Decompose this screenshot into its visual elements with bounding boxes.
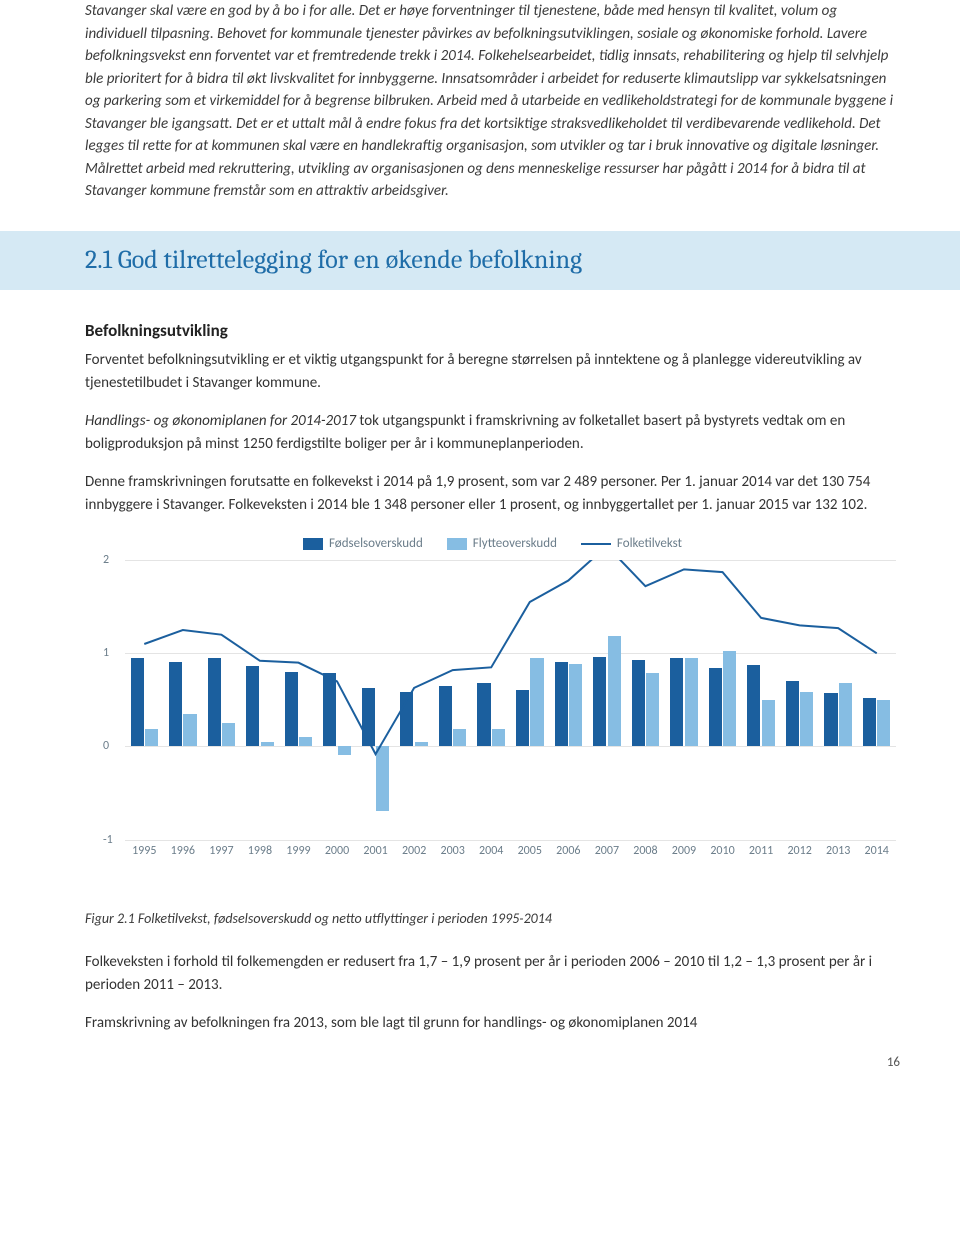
x-tick-label: 1995	[132, 842, 156, 860]
x-tick-label: 2000	[325, 842, 349, 860]
paragraph-5: Framskrivning av befolkningen fra 2013, …	[85, 1012, 900, 1035]
x-tick-label: 2002	[402, 842, 426, 860]
section-title: 2.1 God tilrettelegging for en økende be…	[85, 241, 960, 280]
x-tick-label: 2006	[556, 842, 580, 860]
x-tick-label: 2003	[441, 842, 465, 860]
para2-lead: Handlings- og økonomiplanen for 2014-201…	[85, 412, 356, 430]
x-tick-label: 2007	[595, 842, 619, 860]
x-tick-label: 1997	[209, 842, 233, 860]
y-tick-label: 2	[103, 551, 109, 569]
population-chart: Fødselsoverskudd Flytteoverskudd Folketilv…	[85, 534, 900, 894]
x-tick-label: 2013	[826, 842, 850, 860]
paragraph-2: Handlings- og økonomiplanen for 2014-201…	[85, 410, 900, 455]
x-tick-label: 1999	[286, 842, 310, 860]
legend-swatch	[447, 538, 467, 550]
chart-legend: Fødselsoverskudd Flytteoverskudd Folketilv…	[85, 534, 900, 554]
legend-label: Fødselsoverskudd	[329, 534, 423, 554]
paragraph-4: Folkeveksten i forhold til folkemengden …	[85, 951, 900, 996]
paragraph-1: Forventet befolkningsutvikling er et vik…	[85, 349, 900, 394]
y-tick-label: 1	[103, 644, 109, 662]
legend-label: Flytteoverskudd	[473, 534, 557, 554]
line-series	[125, 560, 896, 840]
x-tick-label: 2001	[363, 842, 387, 860]
x-tick-label: 1998	[248, 842, 272, 860]
intro-paragraph: Stavanger skal være en god by å bo i for…	[85, 0, 900, 203]
figure-caption: Figur 2.1 Folketilvekst, fødselsoverskud…	[85, 908, 900, 929]
x-tick-label: 2011	[749, 842, 773, 860]
legend-item: Fødselsoverskudd	[303, 534, 423, 554]
legend-item: Folketilvekst	[581, 534, 682, 554]
x-tick-label: 2009	[672, 842, 696, 860]
grid-line	[125, 840, 896, 841]
x-tick-label: 1996	[171, 842, 195, 860]
legend-swatch	[303, 538, 323, 550]
x-tick-label: 2008	[633, 842, 657, 860]
section-header: 2.1 God tilrettelegging for en økende be…	[0, 231, 960, 290]
x-tick-label: 2014	[865, 842, 889, 860]
x-tick-label: 2012	[787, 842, 811, 860]
y-tick-label: 0	[103, 737, 109, 755]
paragraph-3: Denne framskrivningen forutsatte en folk…	[85, 471, 900, 516]
legend-swatch	[581, 543, 611, 545]
legend-item: Flytteoverskudd	[447, 534, 557, 554]
chart-area: -101219951996199719981999200020012002200…	[85, 560, 900, 860]
x-tick-label: 2005	[518, 842, 542, 860]
page-number: 16	[85, 1053, 900, 1073]
subheading: Befolkningsutvikling	[85, 318, 900, 344]
x-tick-label: 2010	[710, 842, 734, 860]
y-tick-label: -1	[103, 831, 113, 849]
legend-label: Folketilvekst	[617, 534, 682, 554]
x-tick-label: 2004	[479, 842, 503, 860]
